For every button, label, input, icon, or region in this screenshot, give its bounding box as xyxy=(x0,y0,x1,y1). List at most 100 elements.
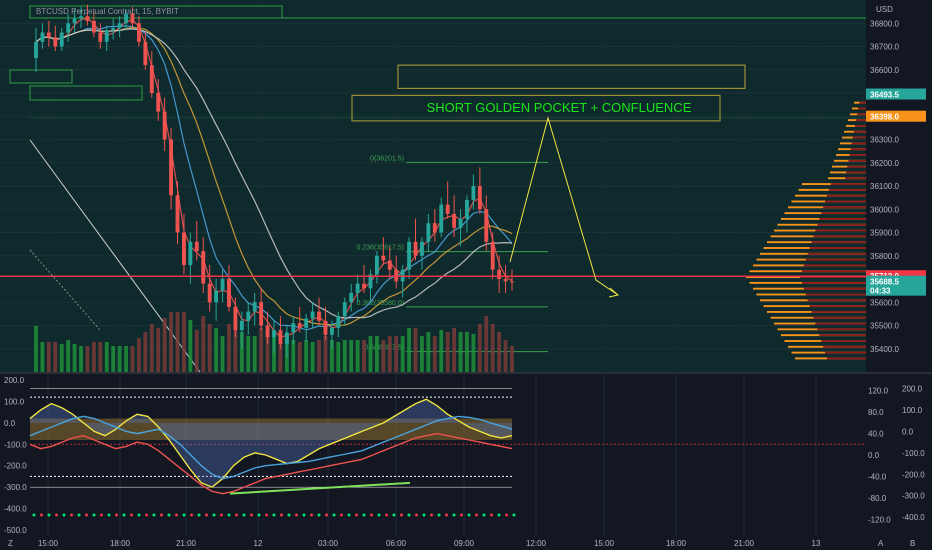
time-tick-label: 15:00 xyxy=(38,539,59,548)
candle-body xyxy=(304,318,309,328)
volume-bar xyxy=(111,346,116,372)
profile-bar-inner xyxy=(855,124,866,127)
osc-series-line xyxy=(29,415,513,480)
candle-body xyxy=(310,311,315,319)
log-scale-button[interactable]: B xyxy=(910,539,915,548)
volume-bar xyxy=(259,328,264,372)
profile-bar-inner xyxy=(809,247,866,249)
osc-signal-dot xyxy=(332,513,336,517)
candle-body xyxy=(374,255,379,275)
green-box-2 xyxy=(9,69,73,84)
osc-left-tick: 0.0 xyxy=(4,419,16,428)
price-tag-box xyxy=(866,88,926,100)
time-axis[interactable]: 15:00 18:00 21:00 12 03:00 06:00 09:00 12:00 15:… xyxy=(38,539,821,548)
candle-body xyxy=(407,241,412,270)
candle-body xyxy=(98,32,103,42)
volume-bar xyxy=(329,340,334,372)
candle-body xyxy=(130,13,135,24)
osc-signal-dot xyxy=(445,513,448,517)
osc-signal-dot xyxy=(250,513,253,517)
candle-body xyxy=(291,323,296,333)
osc-signal-dot xyxy=(212,513,216,517)
candle-body xyxy=(284,332,289,345)
candle-body xyxy=(91,20,96,33)
time-tick-label: 15:00 xyxy=(594,539,615,548)
osc-signal-dot xyxy=(362,513,366,517)
osc-signal-dot xyxy=(272,513,276,517)
candle-body xyxy=(426,223,431,242)
profile-bar-inner xyxy=(849,154,866,156)
auto-scale-button[interactable]: A xyxy=(878,539,884,548)
price-tick-label: 36600.0 xyxy=(870,66,899,75)
profile-bar-inner xyxy=(851,142,866,145)
volume-bar xyxy=(72,344,77,372)
time-tick-label: 18:00 xyxy=(110,539,131,548)
osc-series-line xyxy=(29,398,513,488)
price-tick-label: 36300.0 xyxy=(870,136,899,145)
osc-signal-dot xyxy=(152,513,156,517)
volume-bar xyxy=(130,346,135,372)
volume-bar xyxy=(169,312,174,372)
trade-annotation[interactable]: SHORT GOLDEN POCKET + CONFLUENCE xyxy=(427,100,692,115)
volume-bar xyxy=(136,338,141,372)
candle-body xyxy=(272,330,276,338)
osc-mid-tick: 0.0 xyxy=(868,451,880,460)
osc-signal-dot xyxy=(512,513,516,517)
profile-bar-inner xyxy=(800,276,866,278)
price-tick-label: 35500.0 xyxy=(870,322,899,331)
candle-body xyxy=(156,93,161,112)
osc-signal-dot xyxy=(137,513,141,517)
volume-bar xyxy=(349,340,354,372)
oscillator-axes[interactable]: -500.0 -400.0 -300.0 -200.0 -100.0 0.0 100.0 20… xyxy=(4,376,925,535)
candle-body xyxy=(445,204,450,214)
candle-body xyxy=(342,302,347,317)
osc-signal-dot xyxy=(227,513,231,517)
volume-bar xyxy=(233,330,238,372)
price-tag-text: 36493.5 xyxy=(870,91,899,100)
osc-signal-dot xyxy=(107,513,111,517)
volume-bar xyxy=(310,342,315,372)
osc-signal-dot xyxy=(310,513,313,517)
volume-bar xyxy=(342,340,347,372)
osc-left-tick: -500.0 xyxy=(4,526,27,535)
profile-bar-inner xyxy=(825,200,866,203)
candle-body xyxy=(220,279,225,291)
osc-signal-dot xyxy=(77,513,81,517)
osc-left-tick: -200.0 xyxy=(4,462,27,471)
profile-bar-inner xyxy=(825,351,866,354)
volume-bar xyxy=(362,340,366,372)
moving-average-line xyxy=(35,28,513,319)
candle-body xyxy=(278,330,283,345)
osc-mid-tick: -80.0 xyxy=(868,494,887,503)
candle-body xyxy=(188,241,193,266)
projection-arrowhead xyxy=(608,287,620,298)
osc-right-tick: 200.0 xyxy=(902,385,923,394)
candle-body xyxy=(46,32,51,38)
osc-signal-dot xyxy=(145,513,148,517)
profile-bar-inner xyxy=(815,229,866,232)
osc-signal-dot xyxy=(160,513,163,517)
price-tick-label: 35600.0 xyxy=(870,298,899,307)
volume-bar xyxy=(220,336,225,372)
profile-bar-inner xyxy=(847,165,866,168)
symbol-header[interactable]: BTCUSD Perpetual Contract, 15, BYBIT xyxy=(36,7,179,16)
volume-bars xyxy=(34,312,514,372)
price-axis[interactable]: 35400.035500.035600.035700.035800.035900… xyxy=(870,19,899,354)
zoom-icon[interactable]: Z xyxy=(8,539,13,548)
profile-bar-inner xyxy=(856,119,866,122)
osc-signal-dot xyxy=(280,513,283,517)
candle-body xyxy=(136,23,141,42)
osc-left-tick: 100.0 xyxy=(4,397,25,406)
profile-bar-inner xyxy=(846,171,866,174)
volume-bar xyxy=(465,332,469,372)
resistance-zone xyxy=(351,94,721,122)
volume-bar xyxy=(291,340,296,372)
candle-body xyxy=(252,302,257,312)
volume-bar xyxy=(117,346,122,372)
osc-signal-dot xyxy=(287,513,291,517)
candle-body xyxy=(201,251,206,284)
osc-signal-dot xyxy=(235,513,238,517)
candle-body xyxy=(381,255,386,261)
volume-bar xyxy=(381,340,386,372)
